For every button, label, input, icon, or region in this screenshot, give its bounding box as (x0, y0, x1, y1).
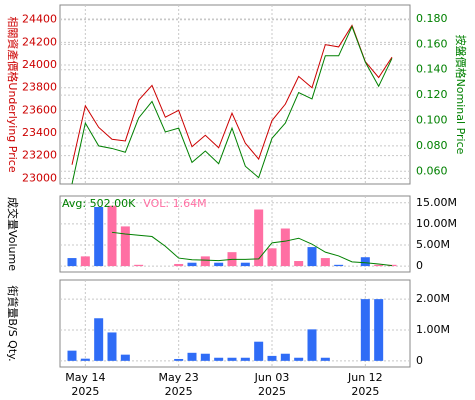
panel-frame (59, 4, 411, 185)
y-tick-label: 23000 (22, 171, 57, 184)
bar (174, 263, 184, 267)
y-tick-label: 23200 (22, 149, 57, 162)
bar (174, 358, 184, 361)
bar (320, 357, 330, 361)
bar (200, 353, 210, 361)
bar (80, 358, 90, 361)
bar (107, 332, 117, 361)
y2-tick-label: 0.180 (416, 12, 448, 25)
y2-tick-label: 0 (416, 259, 423, 272)
bar (374, 264, 384, 267)
bar (120, 354, 130, 361)
annotation: Avg: 502.00K (62, 197, 136, 210)
bar (94, 318, 104, 361)
bar (240, 357, 250, 361)
y-tick-label: 24200 (22, 35, 57, 48)
bar (267, 248, 277, 267)
y2-tick-label: 0.140 (416, 63, 448, 76)
bar (307, 329, 317, 361)
bar (67, 350, 77, 361)
bar (254, 341, 264, 361)
price-line (71, 24, 393, 165)
y2-axis-label: 按盤價格Nominal Price (454, 35, 468, 155)
y2-tick-label: 0.120 (416, 88, 448, 101)
bar (67, 258, 77, 267)
annotation: VOL: 1.64M (143, 197, 206, 210)
bar (267, 355, 277, 361)
bar (134, 264, 144, 267)
y-tick-label: 24400 (22, 13, 57, 26)
bar (280, 353, 290, 361)
y-tick-label: 24000 (22, 58, 57, 71)
x-tick-label: Jun 03 2025 (254, 371, 290, 398)
bar (200, 256, 210, 267)
bar (214, 262, 224, 267)
bar (334, 264, 344, 267)
bar (254, 209, 264, 267)
avg-line (111, 231, 393, 267)
bar (94, 206, 104, 267)
y-axis-label: 相關資產價格Underlying Price (6, 16, 20, 172)
bar (214, 357, 224, 361)
y2-tick-label: 5.00M (416, 238, 450, 251)
y2-tick-label: 15.00M (416, 196, 457, 209)
y2-tick-label: 1.00M (416, 323, 450, 336)
y2-tick-label: 0.060 (416, 164, 448, 177)
y2-tick-label: 2.00M (416, 292, 450, 305)
y2-tick-label: 0.080 (416, 139, 448, 152)
y-axis-label: 成交量Volume (6, 197, 20, 271)
y-tick-label: 23800 (22, 81, 57, 94)
panel-frame (59, 195, 411, 273)
bar (227, 357, 237, 361)
bar (107, 205, 117, 267)
bar (187, 352, 197, 361)
y2-tick-label: 0.100 (416, 114, 448, 127)
bar (120, 226, 130, 267)
bar (360, 299, 370, 361)
y-tick-label: 23600 (22, 103, 57, 116)
bar (294, 261, 304, 267)
y-axis-label: 街貨量B/S Qty. (6, 285, 20, 361)
bar (280, 228, 290, 267)
panel-frame (59, 279, 411, 368)
y2-tick-label: 10.00M (416, 217, 457, 230)
y2-tick-label: 0.160 (416, 37, 448, 50)
price-line (71, 25, 393, 185)
x-tick-label: May 23 2025 (159, 371, 199, 398)
bar (240, 262, 250, 267)
bar (187, 262, 197, 267)
bar (374, 299, 384, 361)
bar (307, 247, 317, 267)
x-tick-label: May 14 2025 (65, 371, 105, 398)
y-tick-label: 23400 (22, 126, 57, 139)
bar (80, 256, 90, 267)
x-tick-label: Jun 12 2025 (347, 371, 383, 398)
y2-tick-label: 0 (416, 354, 423, 367)
bar (320, 258, 330, 267)
bar (360, 257, 370, 267)
bar (294, 357, 304, 361)
